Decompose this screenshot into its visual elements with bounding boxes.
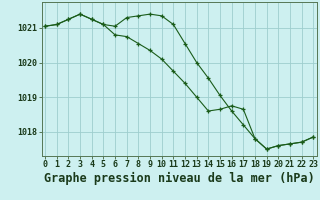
X-axis label: Graphe pression niveau de la mer (hPa): Graphe pression niveau de la mer (hPa) — [44, 172, 315, 185]
